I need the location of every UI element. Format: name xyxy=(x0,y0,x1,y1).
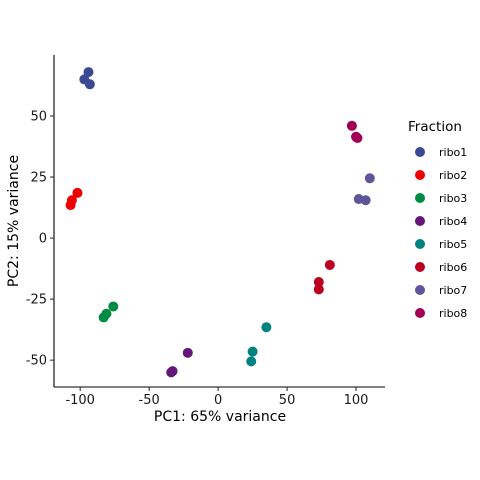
x-tick-label: 0 xyxy=(214,393,222,408)
legend-label-ribo2: ribo2 xyxy=(439,169,467,182)
legend-key-ribo7 xyxy=(415,285,425,295)
y-tick-label: -25 xyxy=(26,293,47,308)
data-point-ribo6 xyxy=(313,284,324,295)
x-tick-label: -100 xyxy=(65,393,95,408)
legend-key-ribo6 xyxy=(415,262,425,272)
legend-key-ribo1 xyxy=(415,147,425,157)
legend-label-ribo5: ribo5 xyxy=(439,238,467,251)
y-tick-label: 50 xyxy=(30,110,47,125)
axes: -100 -50 0 50 100 -50 -25 0 25 50 xyxy=(26,110,369,408)
data-point-ribo2 xyxy=(72,187,83,198)
data-point-ribo5 xyxy=(247,346,258,357)
data-point-ribo7 xyxy=(364,173,375,184)
x-tick-label: 100 xyxy=(344,393,369,408)
x-tick-label: 50 xyxy=(279,393,296,408)
legend-label-ribo1: ribo1 xyxy=(439,146,467,159)
data-point-ribo8 xyxy=(352,133,363,143)
legend-title: Fraction xyxy=(408,119,462,135)
legend-key-ribo5 xyxy=(415,239,425,249)
legend-label-ribo6: ribo6 xyxy=(439,261,467,274)
data-point-ribo7 xyxy=(360,195,371,206)
data-point-ribo4 xyxy=(166,367,177,378)
legend-key-ribo8 xyxy=(415,308,425,318)
legend-label-ribo8: ribo8 xyxy=(439,307,467,320)
plot-area xyxy=(65,67,375,378)
data-point-ribo4 xyxy=(182,347,193,358)
legend-label-ribo7: ribo7 xyxy=(439,284,467,297)
data-point-ribo2 xyxy=(65,200,76,211)
data-point-ribo3 xyxy=(98,312,109,323)
y-tick-label: -50 xyxy=(26,354,47,369)
y-tick-label: 25 xyxy=(30,171,47,186)
legend-key-ribo2 xyxy=(415,170,425,180)
legend: Fraction ribo1 ribo2 ribo3 ribo4 ribo5 ribo6 r… xyxy=(408,119,467,320)
data-point-ribo1 xyxy=(84,79,95,90)
legend-label-ribo3: ribo3 xyxy=(439,192,467,205)
data-point-ribo8 xyxy=(346,120,357,131)
legend-key-ribo4 xyxy=(415,216,425,226)
legend-key-ribo3 xyxy=(415,193,425,203)
data-point-ribo6 xyxy=(324,259,335,270)
y-axis-title: PC2: 15% variance xyxy=(6,155,22,287)
data-point-ribo5 xyxy=(246,356,257,367)
y-tick-label: 0 xyxy=(39,232,47,247)
data-point-ribo5 xyxy=(261,322,272,333)
x-tick-label: -50 xyxy=(139,393,160,408)
legend-label-ribo4: ribo4 xyxy=(439,215,467,228)
x-axis-title: PC1: 65% variance xyxy=(154,409,286,425)
data-point-ribo3 xyxy=(108,301,119,312)
data-point-ribo1 xyxy=(83,67,94,78)
data-point-ribo6 xyxy=(313,277,324,288)
